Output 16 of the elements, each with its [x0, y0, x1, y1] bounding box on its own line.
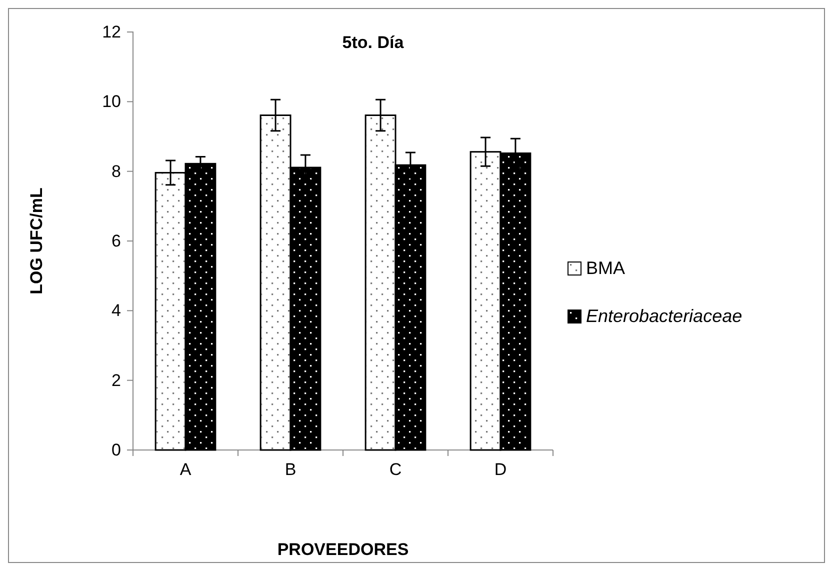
- legend-label: BMA: [586, 258, 626, 278]
- y-axis-title: LOG UFC/mL: [27, 188, 46, 294]
- x-tick-label: B: [284, 460, 296, 480]
- y-tick-label: 8: [112, 162, 121, 181]
- y-tick-label: 10: [102, 92, 121, 112]
- x-tick-label: C: [389, 460, 402, 480]
- x-axis-title: PROVEEDORES: [277, 540, 409, 559]
- x-tick-label: A: [180, 460, 192, 480]
- y-tick-label: 6: [112, 231, 121, 250]
- y-tick-label: 2: [112, 370, 121, 390]
- x-tick-label: D: [494, 460, 507, 480]
- y-tick-label: 12: [102, 22, 121, 42]
- y-tick-label: 4: [112, 301, 121, 320]
- chart-title: 5to. Día: [342, 33, 404, 52]
- y-tick-label: 0: [112, 440, 121, 460]
- legend-label: Enterobacteriaceae: [586, 306, 742, 326]
